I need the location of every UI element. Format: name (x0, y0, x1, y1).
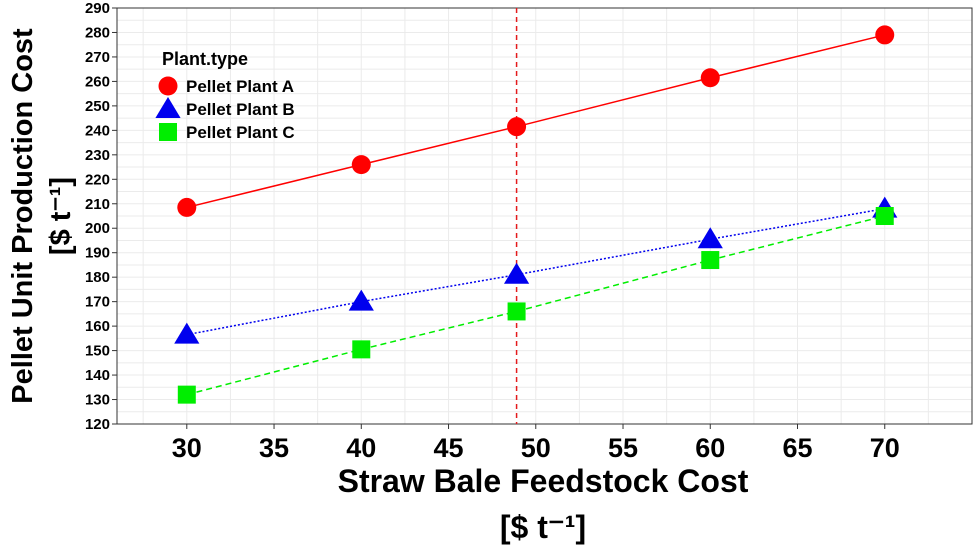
legend-key-triangle (155, 97, 181, 118)
y-tick-label: 210 (85, 196, 110, 213)
plot-border (116, 7, 973, 425)
data-point-pellet-plant-c (177, 385, 196, 404)
y-tick-label: 230 (85, 147, 110, 164)
y-tick-label: 270 (85, 49, 110, 66)
data-point-pellet-plant-c (352, 340, 371, 359)
data-point-pellet-plant-a (507, 117, 527, 137)
x-tick-label: 70 (870, 433, 900, 463)
x-tick-label: 65 (782, 433, 812, 463)
x-tick-label: 30 (172, 433, 202, 463)
y-tick-label: 260 (85, 73, 110, 90)
y-tick-label: 290 (85, 0, 110, 17)
x-axis-unit: [$ t⁻¹] (500, 509, 586, 545)
data-point-pellet-plant-b (348, 289, 374, 311)
grid (117, 7, 973, 425)
y-axis-ticks: 120 130 140 150 160 170 180 190 200 210 220 230 240 2… (85, 0, 117, 433)
x-axis-title: Straw Bale Feedstock Cost (338, 463, 749, 499)
data-point-pellet-plant-c (507, 302, 526, 321)
x-tick-label: 35 (259, 433, 289, 463)
data-point-pellet-plant-c (875, 207, 894, 225)
data-point-pellet-plant-b (697, 227, 723, 249)
y-tick-label: 180 (85, 269, 110, 286)
legend-label: Pellet Plant B (186, 100, 295, 119)
y-tick-label: 170 (85, 294, 110, 311)
y-tick-label: 200 (85, 220, 110, 237)
legend-label: Pellet Plant A (186, 77, 294, 96)
data-point-pellet-plant-b (503, 262, 530, 284)
y-tick-label: 130 (85, 392, 110, 409)
x-tick-label: 50 (521, 433, 551, 463)
legend-title: Plant.type (162, 49, 248, 69)
x-tick-label: 55 (608, 433, 638, 463)
series-markers (174, 25, 898, 404)
y-tick-label: 120 (85, 416, 110, 433)
y-tick-label: 250 (85, 98, 110, 115)
legend-key-square (159, 123, 177, 141)
x-tick-label: 40 (346, 433, 376, 463)
y-tick-label: 240 (85, 122, 110, 139)
data-point-pellet-plant-a (875, 25, 895, 45)
y-tick-label: 220 (85, 171, 110, 188)
legend-items: Pellet Plant A Pellet Plant B Pellet Plant… (155, 76, 295, 142)
data-point-pellet-plant-a (700, 68, 720, 88)
y-tick-label: 190 (85, 245, 110, 262)
y-tick-label: 280 (85, 24, 110, 41)
data-point-pellet-plant-a (351, 155, 371, 175)
legend-label: Pellet Plant C (186, 123, 295, 142)
y-tick-label: 140 (85, 367, 110, 384)
y-axis-unit: [$ t⁻¹] (45, 177, 77, 255)
legend-key-circle (158, 76, 178, 96)
x-tick-label: 45 (434, 433, 464, 463)
data-point-pellet-plant-c (701, 251, 720, 270)
y-tick-label: 160 (85, 318, 110, 335)
data-point-pellet-plant-a (177, 197, 197, 217)
x-axis-ticks: 30 35 40 45 50 55 60 65 70 (172, 424, 900, 463)
data-point-pellet-plant-b (174, 322, 200, 344)
y-tick-label: 150 (85, 343, 110, 360)
x-tick-label: 60 (695, 433, 725, 463)
y-axis-title: Pellet Unit Production Cost (7, 28, 39, 404)
